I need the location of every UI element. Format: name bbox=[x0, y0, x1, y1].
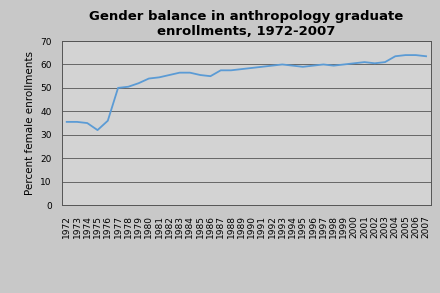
Y-axis label: Percent female enrollments: Percent female enrollments bbox=[25, 51, 35, 195]
Title: Gender balance in anthropology graduate
enrollments, 1972-2007: Gender balance in anthropology graduate … bbox=[89, 11, 403, 38]
